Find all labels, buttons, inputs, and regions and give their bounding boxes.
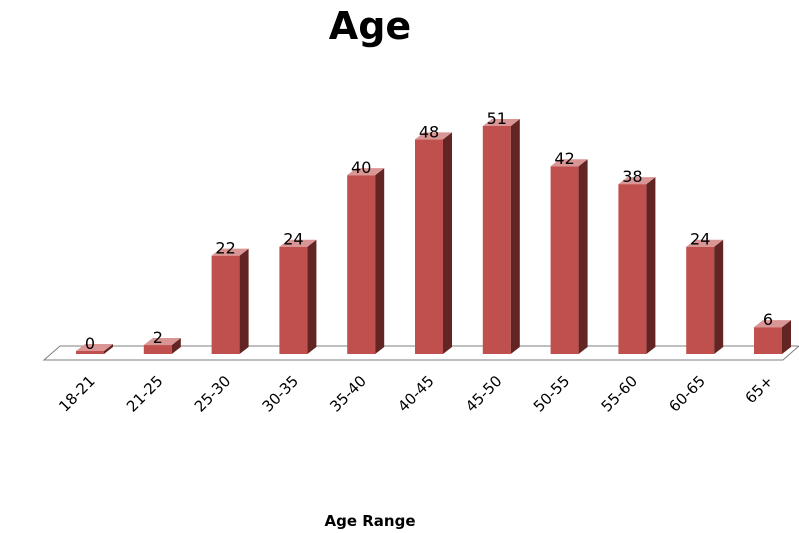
bar-35-40 <box>347 168 385 354</box>
x-tick-label: 18-21 <box>55 372 99 416</box>
bar-top <box>618 177 656 185</box>
bar-40-45 <box>415 132 452 354</box>
x-tick-label: 45-50 <box>462 372 506 416</box>
bar-50-55 <box>550 159 588 354</box>
bar-side <box>375 168 385 354</box>
bar-side <box>714 239 724 354</box>
x-tick-label: 25-30 <box>191 372 235 416</box>
chart-title: Age <box>328 4 412 48</box>
data-label: 24 <box>283 230 303 249</box>
bar-top <box>482 119 520 126</box>
bar-side <box>443 132 452 354</box>
bar-front <box>415 139 443 354</box>
bar-front <box>754 327 782 354</box>
data-label: 48 <box>419 122 439 141</box>
bar-18-21 <box>76 344 113 354</box>
x-axis-title: Age Range <box>324 512 416 530</box>
data-label: 22 <box>215 239 235 258</box>
data-label: 6 <box>763 310 773 329</box>
bar-front <box>76 351 104 354</box>
x-tick-label: 60-65 <box>665 372 709 416</box>
bar-top <box>686 239 724 247</box>
data-label: 0 <box>85 334 95 353</box>
data-label: 40 <box>351 158 371 177</box>
bar-front <box>618 184 647 354</box>
bar-front <box>279 246 308 354</box>
data-label: 24 <box>690 230 710 249</box>
bar-top <box>415 132 452 140</box>
bar-side <box>104 344 113 354</box>
x-tick-label: 40-45 <box>394 372 438 416</box>
bar-side <box>307 239 317 354</box>
bar-front <box>211 255 240 354</box>
bar-side <box>510 119 520 354</box>
bar-25-30 <box>211 248 249 354</box>
data-label: 2 <box>153 328 163 347</box>
bar-65+ <box>754 320 791 354</box>
data-label: 51 <box>487 109 507 128</box>
x-tick-label: 55-60 <box>598 372 642 416</box>
bar-side <box>171 338 181 354</box>
bar-60-65 <box>686 239 724 354</box>
bar-top <box>347 168 385 176</box>
bar-front <box>482 126 511 354</box>
bar-front <box>347 175 376 354</box>
bar-top <box>754 320 791 328</box>
bar-top <box>76 344 113 351</box>
bar-front <box>143 345 172 354</box>
bar-side <box>239 248 249 354</box>
bar-front <box>550 166 579 354</box>
bar-side <box>782 320 791 354</box>
bar-45-50 <box>482 119 520 354</box>
bar-30-35 <box>279 239 317 354</box>
data-label: 42 <box>554 149 574 168</box>
bar-top <box>143 338 181 346</box>
bar-side <box>578 159 588 354</box>
x-tick-label: 65+ <box>742 372 777 407</box>
bar-top <box>550 159 588 167</box>
bar-side <box>646 177 656 354</box>
bar-top <box>279 239 317 247</box>
x-tick-label: 35-40 <box>326 372 370 416</box>
bar-top <box>211 248 249 256</box>
x-tick-label: 21-25 <box>123 372 167 416</box>
bar-21-25 <box>143 338 181 354</box>
x-tick-label: 30-35 <box>259 372 303 416</box>
data-label: 38 <box>622 167 642 186</box>
bar-55-60 <box>618 177 656 354</box>
x-tick-label: 50-55 <box>530 372 574 416</box>
bar-front <box>686 246 715 354</box>
